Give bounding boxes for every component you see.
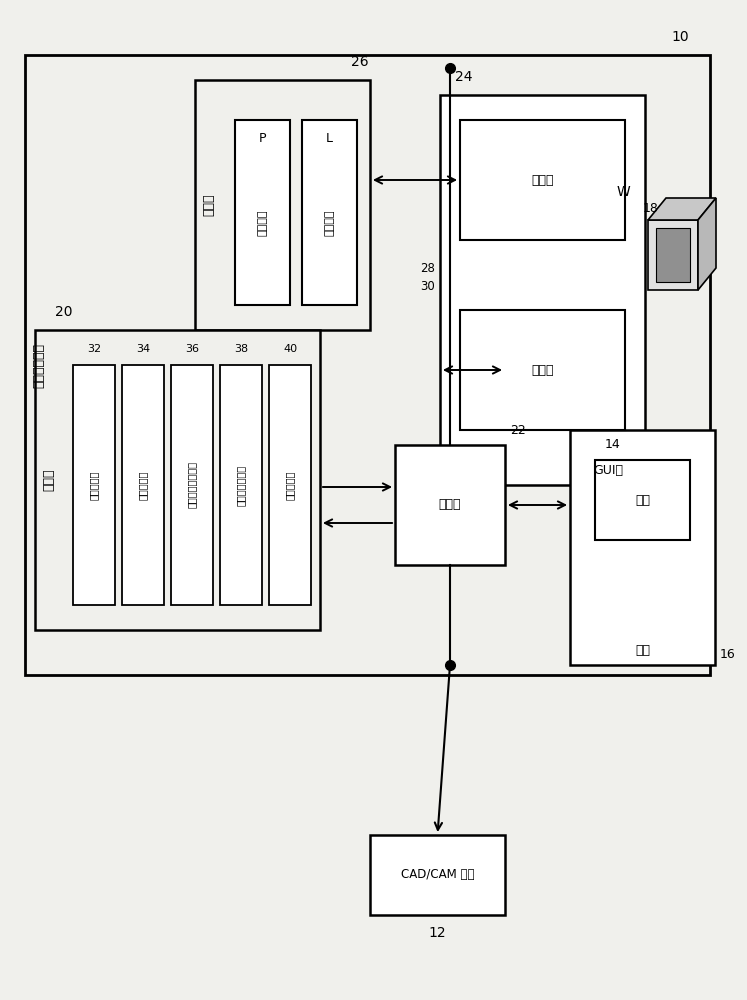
Bar — [269, 365, 311, 605]
Text: 34: 34 — [136, 344, 150, 354]
Bar — [35, 330, 320, 630]
Bar — [370, 835, 505, 915]
Bar — [460, 310, 625, 430]
Bar — [73, 365, 115, 605]
Bar — [122, 365, 164, 605]
Text: 加工程序: 加工程序 — [258, 209, 267, 236]
Text: CAD/CAM 终端: CAD/CAM 终端 — [400, 868, 474, 882]
Bar — [25, 55, 710, 675]
Bar — [440, 95, 645, 485]
Bar — [395, 445, 505, 565]
Bar — [235, 120, 290, 305]
Text: 程序块信息搜索部: 程序块信息搜索部 — [187, 462, 197, 508]
Text: 38: 38 — [234, 344, 248, 354]
Bar — [195, 80, 370, 330]
Text: 显示部: 显示部 — [531, 174, 554, 186]
Text: W: W — [616, 185, 630, 199]
Text: 通信部: 通信部 — [438, 498, 461, 512]
Text: 14: 14 — [605, 438, 621, 452]
Text: 机床: 机床 — [635, 644, 650, 656]
Text: 数据取得部: 数据取得部 — [285, 470, 295, 500]
Polygon shape — [698, 198, 716, 290]
Text: 程序管理部: 程序管理部 — [89, 470, 99, 500]
Bar — [460, 120, 625, 240]
Polygon shape — [648, 220, 698, 290]
Polygon shape — [656, 228, 690, 282]
Text: 10: 10 — [672, 30, 689, 44]
Text: 控制部: 控制部 — [43, 469, 55, 491]
Bar — [302, 120, 357, 305]
Text: 数值控制装置: 数值控制装置 — [33, 342, 46, 387]
Text: 12: 12 — [429, 926, 446, 940]
Text: P: P — [258, 131, 266, 144]
Bar — [595, 460, 690, 540]
Text: 指令信息生成部: 指令信息生成部 — [236, 464, 246, 506]
Text: 28: 28 — [420, 261, 435, 274]
Text: 22: 22 — [510, 424, 526, 436]
Text: 16: 16 — [720, 648, 736, 662]
Text: 工具: 工具 — [635, 493, 650, 506]
Text: 24: 24 — [455, 70, 473, 84]
Text: 18: 18 — [643, 202, 659, 215]
Bar — [220, 365, 262, 605]
Bar — [570, 430, 715, 665]
Text: L: L — [326, 131, 333, 144]
Polygon shape — [648, 198, 716, 220]
Text: 搜索数据: 搜索数据 — [324, 209, 335, 236]
Text: 36: 36 — [185, 344, 199, 354]
Text: GUI部: GUI部 — [593, 464, 623, 477]
Text: 40: 40 — [283, 344, 297, 354]
Text: 30: 30 — [421, 280, 435, 294]
Text: 26: 26 — [351, 55, 369, 69]
Text: 20: 20 — [55, 305, 72, 319]
Text: 32: 32 — [87, 344, 101, 354]
Text: 输入部: 输入部 — [531, 363, 554, 376]
Text: 存储部: 存储部 — [202, 194, 215, 216]
Bar — [171, 365, 213, 605]
Text: 程序编辑部: 程序编辑部 — [138, 470, 148, 500]
